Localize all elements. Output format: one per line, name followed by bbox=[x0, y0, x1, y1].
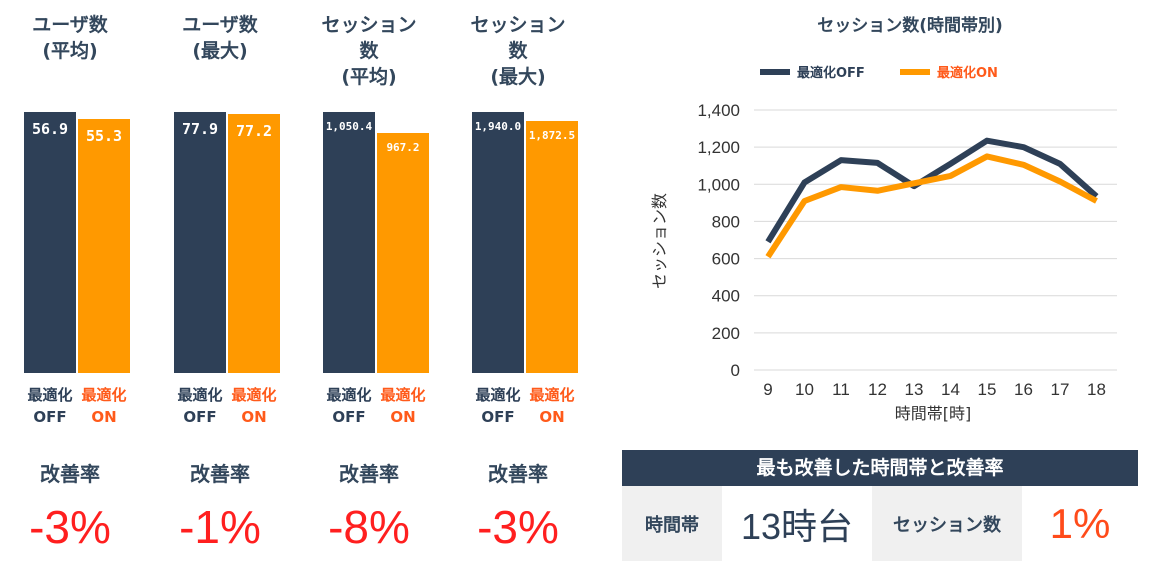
y-tick-label: 1,200 bbox=[697, 138, 740, 157]
series-line bbox=[765, 137, 1099, 244]
bar-label-line: 最適化 bbox=[81, 386, 127, 404]
time-slot-value: 13時台 bbox=[740, 505, 854, 547]
bar-label-line: 最適化 bbox=[529, 386, 575, 404]
chart-legend: 最適化OFF 最適化ON bbox=[760, 65, 998, 81]
x-tick-label: 15 bbox=[978, 380, 997, 399]
summary-table: 最も改善した時間帯と改善率 時間帯 13時台 セッション数 1% bbox=[622, 450, 1138, 561]
metric-panel: セッション 数 (最大) 1,940.0 1,872.5 最適化 OFF 最適化 ON 改善率… bbox=[448, 0, 588, 561]
x-tick-label: 12 bbox=[868, 380, 887, 399]
bar-label-on: 最適化 ON bbox=[523, 384, 581, 428]
improvement-value: -3% bbox=[477, 501, 559, 553]
x-tick-label: 16 bbox=[1014, 380, 1033, 399]
bar-label-line: ON bbox=[390, 408, 416, 426]
metric-title: ユーザ数 (最大) bbox=[182, 14, 258, 62]
bar-value-label: 77.2 bbox=[235, 122, 273, 141]
bar-label-off: 最適化 OFF bbox=[21, 384, 79, 428]
x-tick-label: 18 bbox=[1087, 380, 1106, 399]
bar-label-on: 最適化 ON bbox=[75, 384, 133, 428]
bar-label-line: OFF bbox=[481, 408, 515, 426]
bar-value-label: 77.9 bbox=[181, 120, 219, 138]
line-chart: セッション数(時間帯別) 最適化OFF 最適化ON 0 200 400 600 800 1,… bbox=[650, 15, 1117, 423]
chart-lines bbox=[765, 137, 1099, 259]
bar-optimization-on: 1,872.5 bbox=[526, 121, 578, 373]
y-tick-label: 800 bbox=[712, 212, 740, 231]
x-tick-label: 13 bbox=[905, 380, 924, 399]
bar-label-line: 最適化 bbox=[231, 386, 277, 404]
bar-optimization-off: 1,050.4 bbox=[323, 112, 375, 373]
bar-optimization-on: 77.2 bbox=[228, 114, 280, 373]
bar-label-off: 最適化 OFF bbox=[469, 384, 527, 428]
bar-optimization-off: 1,940.0 bbox=[472, 112, 524, 373]
legend-label: 最適化OFF bbox=[797, 65, 865, 81]
improvement-value: -1% bbox=[179, 501, 261, 553]
bar-value-label: 56.9 bbox=[31, 120, 69, 138]
improvement-label: 改善率 bbox=[190, 462, 250, 486]
bar-label-line: 最適化 bbox=[27, 386, 73, 404]
bar-label-line: OFF bbox=[33, 408, 67, 426]
y-tick-label: 600 bbox=[712, 250, 740, 269]
bar-label-off: 最適化 OFF bbox=[320, 384, 378, 428]
summary-header: 最も改善した時間帯と改善率 bbox=[622, 450, 1138, 486]
bar-label-line: ON bbox=[539, 408, 565, 426]
bar-label-line: 最適化 bbox=[380, 386, 426, 404]
bar-label-on: 最適化 ON bbox=[374, 384, 432, 428]
y-axis-ticks: 0 200 400 600 800 1,000 1,200 1,400 bbox=[697, 101, 740, 380]
metric-title: セッション 数 (平均) bbox=[321, 14, 417, 88]
bar-label-line: ON bbox=[91, 408, 117, 426]
x-tick-label: 10 bbox=[795, 380, 814, 399]
x-axis-title: 時間帯[時] bbox=[895, 404, 972, 423]
bar-value-label: 967.2 bbox=[386, 140, 420, 154]
chart-grid bbox=[754, 109, 1117, 371]
improvement-label: 改善率 bbox=[339, 462, 399, 486]
y-tick-label: 1,400 bbox=[697, 101, 740, 120]
metric-panel: セッション 数 (平均) 1,050.4 967.2 最適化 OFF 最適化 ON 改善率 -8… bbox=[299, 0, 439, 561]
improvement-label: 改善率 bbox=[488, 462, 548, 486]
bar-optimization-on: 55.3 bbox=[78, 119, 130, 373]
series-line bbox=[765, 153, 1098, 259]
legend-label: 最適化ON bbox=[937, 65, 998, 81]
metric-title: ユーザ数 (平均) bbox=[32, 14, 108, 62]
x-tick-label: 14 bbox=[941, 380, 960, 399]
y-tick-label: 200 bbox=[712, 324, 740, 343]
bar-label-line: 最適化 bbox=[475, 386, 521, 404]
improvement-value: -8% bbox=[328, 501, 410, 553]
improvement-label: 改善率 bbox=[40, 462, 100, 486]
y-tick-label: 1,000 bbox=[697, 175, 740, 194]
bar-label-line: 最適化 bbox=[177, 386, 223, 404]
bar-label-line: ON bbox=[241, 408, 267, 426]
bar-label-on: 最適化 ON bbox=[225, 384, 283, 428]
bar-value-label: 1,872.5 bbox=[528, 129, 576, 143]
metric-title: セッション 数 (最大) bbox=[470, 14, 566, 88]
bar-label-line: OFF bbox=[332, 408, 366, 426]
bar-value-label: 1,050.4 bbox=[325, 120, 373, 133]
time-slot-label: 時間帯 bbox=[622, 486, 722, 561]
x-tick-label: 9 bbox=[763, 380, 772, 399]
bar-value-label: 1,940.0 bbox=[474, 120, 522, 133]
y-tick-label: 0 bbox=[731, 361, 740, 380]
bar-optimization-on: 967.2 bbox=[377, 132, 429, 373]
bar-label-line: 最適化 bbox=[326, 386, 372, 404]
improvement-value: -3% bbox=[29, 501, 111, 553]
metric-label: セッション数 bbox=[872, 486, 1022, 561]
x-tick-label: 17 bbox=[1051, 380, 1070, 399]
bar-label-line: OFF bbox=[183, 408, 217, 426]
chart-title: セッション数(時間帯別) bbox=[817, 15, 1003, 36]
metric-panel: ユーザ数 (平均) 56.9 55.3 最適化 OFF 最適化 ON 改善率 -3% bbox=[0, 0, 140, 561]
y-axis-title: セッション数 bbox=[650, 193, 669, 289]
x-axis-ticks: 9 10 11 12 13 14 15 16 17 18 bbox=[763, 380, 1106, 399]
y-tick-label: 400 bbox=[712, 287, 740, 306]
bar-value-label: 55.3 bbox=[85, 127, 123, 146]
bar-optimization-off: 77.9 bbox=[174, 112, 226, 373]
bar-optimization-off: 56.9 bbox=[24, 112, 76, 373]
improvement-rate-value: 1% bbox=[1049, 499, 1111, 547]
metric-panel: ユーザ数 (最大) 77.9 77.2 最適化 OFF 最適化 ON 改善率 -1% bbox=[150, 0, 290, 561]
bar-label-off: 最適化 OFF bbox=[171, 384, 229, 428]
x-tick-label: 11 bbox=[832, 380, 850, 399]
